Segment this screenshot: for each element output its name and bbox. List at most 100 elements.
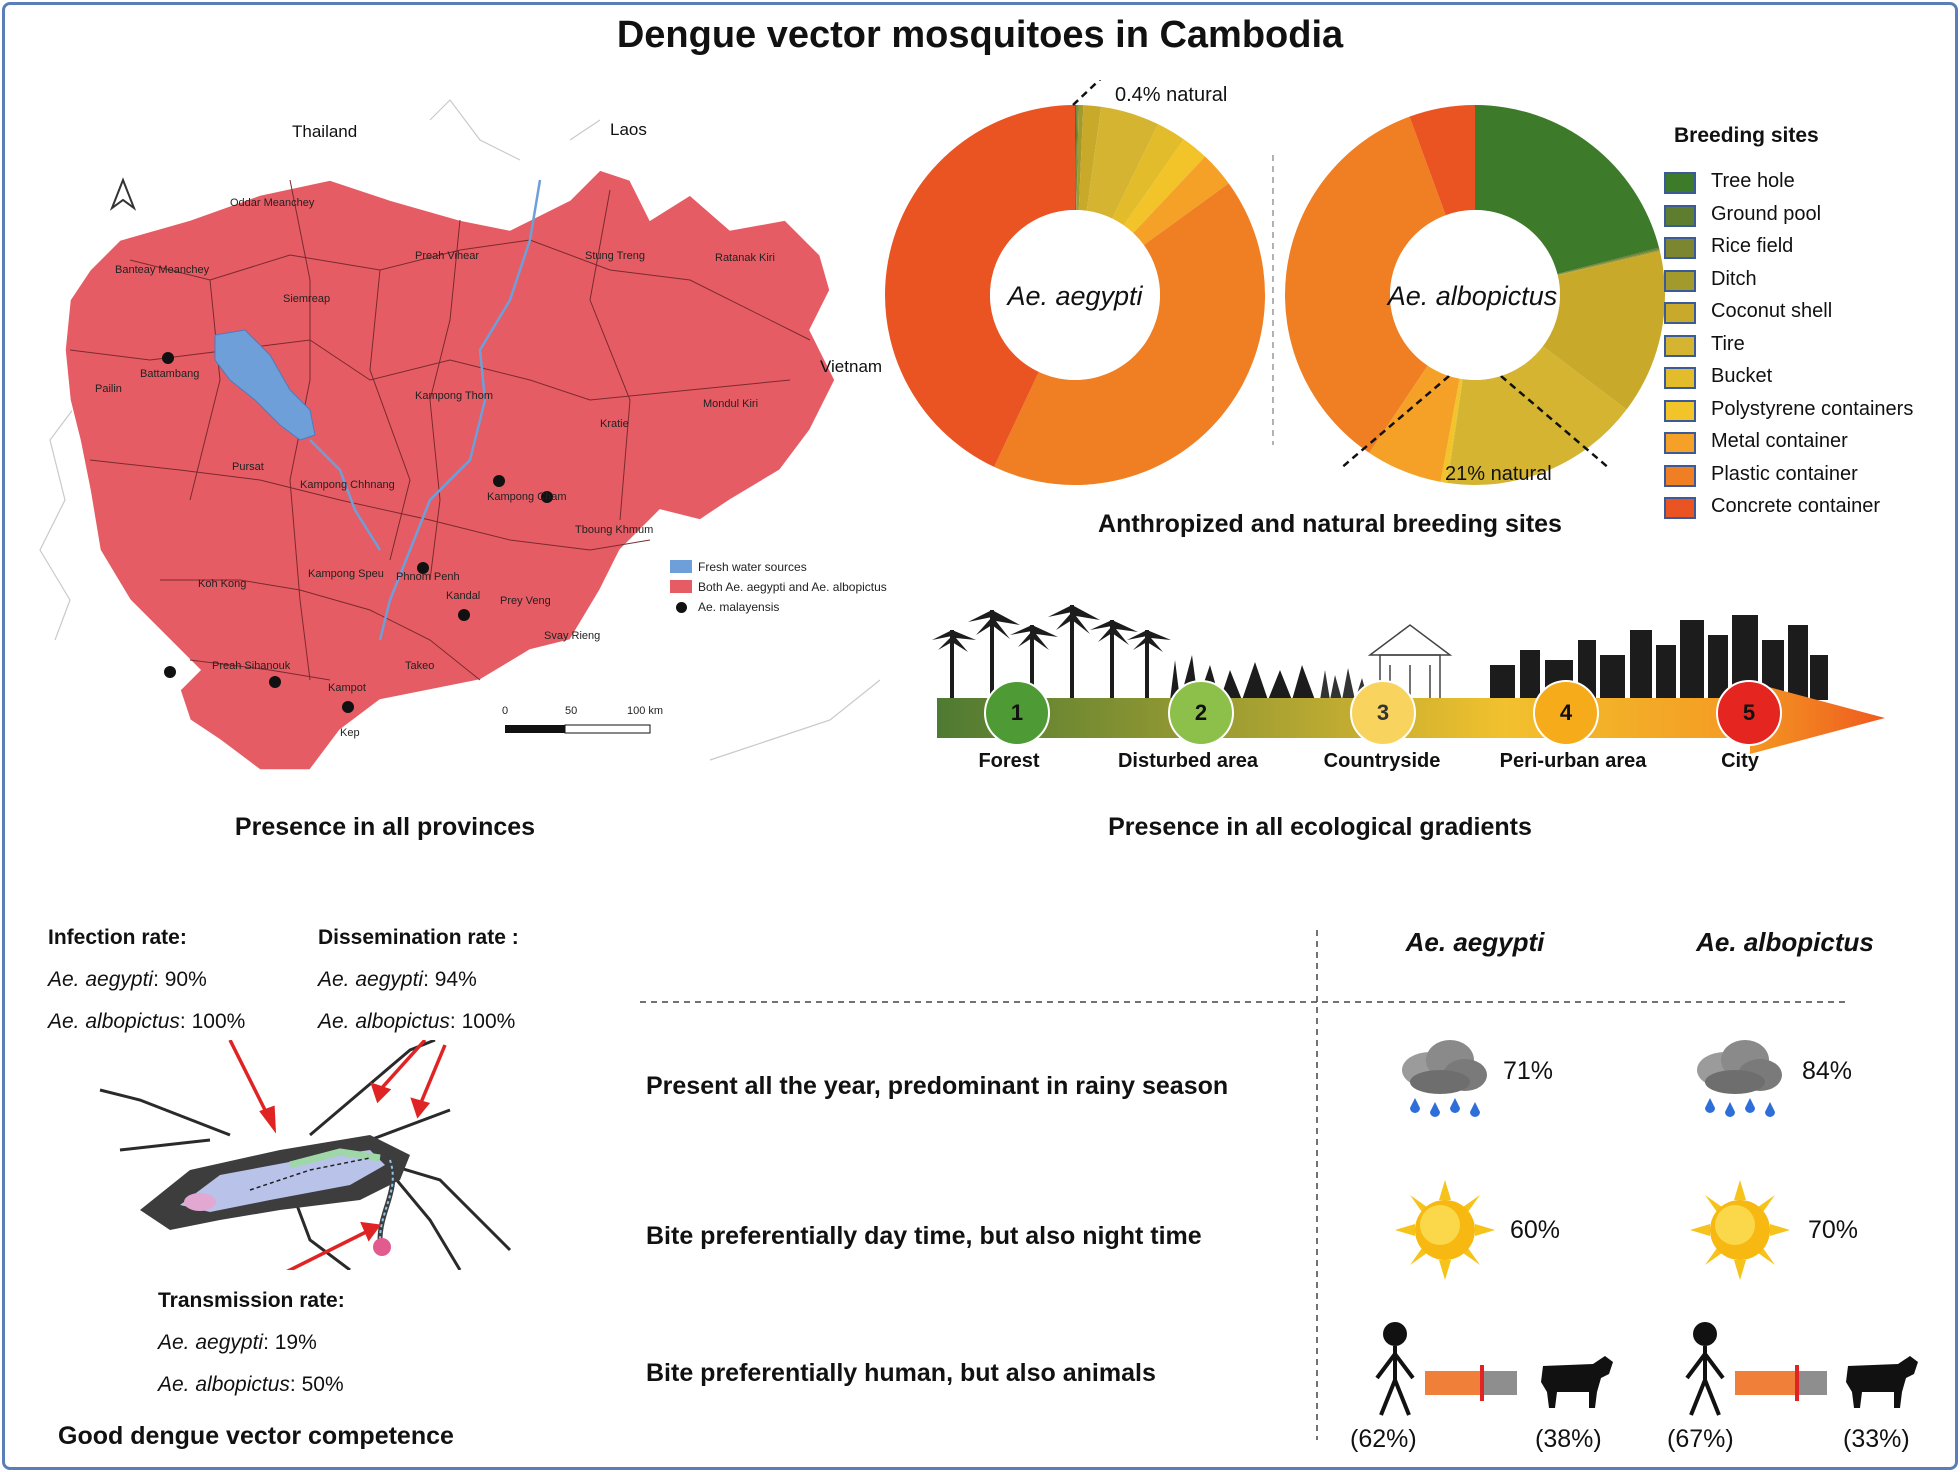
gradient-step-circle: 3 xyxy=(1350,680,1416,746)
donut-slice-concrete-container xyxy=(885,105,1075,467)
host-preference-marker xyxy=(1480,1365,1485,1401)
donut-slice-concrete-container xyxy=(1409,105,1475,216)
breeding-legend-title: Breeding sites xyxy=(1674,124,1819,147)
host-human-albopictus: (67%) xyxy=(1667,1425,1734,1453)
legend-swatch xyxy=(1664,367,1696,389)
legend-swatch xyxy=(1664,497,1696,519)
legend-swatch xyxy=(1664,302,1696,324)
legend-label: Polystyrene containers xyxy=(1711,397,1914,420)
donut-albopictus-label: Ae. albopictus xyxy=(1387,281,1558,311)
legend-label: Ditch xyxy=(1711,267,1757,290)
aegypti-natural-annotation: 0.4% natural xyxy=(1115,84,1228,106)
donut-slice-bucket xyxy=(1112,124,1184,226)
legend-label: Tire xyxy=(1711,332,1745,355)
natural-leader-line xyxy=(1072,80,1102,106)
season-albopictus-value: 84% xyxy=(1802,1057,1853,1085)
legend-label: Metal container xyxy=(1711,430,1848,452)
legend-label: Plastic container xyxy=(1711,462,1858,485)
province-label: Kampot xyxy=(328,682,366,694)
legend-swatch xyxy=(1664,432,1696,454)
infection-rate-title: Infection rate: xyxy=(48,926,187,949)
rain-cloud-icon xyxy=(1402,1040,1487,1117)
legend-label: Coconut shell xyxy=(1711,300,1833,322)
legend-label: Concrete container xyxy=(1711,495,1880,517)
dissemination-rate-title: Dissemination rate : xyxy=(318,926,519,949)
donut-slice-plastic-container xyxy=(1285,116,1446,453)
province-label: Battambang xyxy=(140,368,200,380)
gradient-step-label: Countryside xyxy=(1323,750,1441,772)
infection-rate-albopictus: Ae. albopictus: 100% xyxy=(48,1010,246,1033)
province-label: Ratanak Kiri xyxy=(715,252,775,264)
country-vietnam: Vietnam xyxy=(820,357,883,376)
season-aegypti-value: 71% xyxy=(1503,1057,1554,1085)
donut-slice-tree-hole xyxy=(1475,105,1660,274)
donut-slice-polystyrene-containers xyxy=(1123,139,1206,234)
transmission-rate-albopictus: Ae. albopictus: 50% xyxy=(158,1373,344,1396)
legend-both-label: Both Ae. aegypti and Ae. albopictus xyxy=(698,580,887,594)
legend-water-label: Fresh water sources xyxy=(698,560,807,574)
province-label: Pursat xyxy=(232,461,264,473)
host-preference-bar-aegypti xyxy=(1425,1365,1517,1401)
scale-label-100: 100 km xyxy=(627,705,664,717)
province-label: Kampong Cham xyxy=(487,491,567,503)
province-label: Stung Treng xyxy=(585,250,645,262)
host-preference-bar-human-fill xyxy=(1735,1371,1797,1395)
host-human-aegypti: (62%) xyxy=(1350,1425,1417,1453)
donut-slice-rice-field xyxy=(1076,105,1079,211)
donut-slice-bucket xyxy=(1446,379,1463,484)
province-label: Mondul Kiri xyxy=(703,398,759,410)
legend-dot-icon xyxy=(676,602,687,613)
transmission-rate-aegypti: Ae. aegypti: 19% xyxy=(158,1331,317,1354)
gradient-step-label: Peri-urban area xyxy=(1499,750,1647,772)
donut-slice-plastic-container xyxy=(994,183,1265,485)
province-label: Kampong Thom xyxy=(415,390,494,402)
donut-slice-ditch xyxy=(1076,105,1084,211)
donut-slice-tire xyxy=(1086,106,1159,219)
legend-water-swatch xyxy=(670,560,692,573)
legend-label: Rice field xyxy=(1711,235,1794,257)
column-header-albopictus: Ae. albopictus xyxy=(1696,927,1874,957)
scale-label-0: 0 xyxy=(502,705,509,717)
donut-slice-ground-pool xyxy=(1557,247,1660,275)
sun-icon xyxy=(1690,1180,1790,1280)
donut-slice-metal-container xyxy=(1133,156,1229,246)
row-label-host: Bite preferentially human, but also anim… xyxy=(646,1359,1156,1387)
donut-hole xyxy=(1390,210,1560,380)
country-thailand: Thailand xyxy=(292,122,358,141)
country-laos: Laos xyxy=(610,120,647,139)
province-label: Oddar Meanchey xyxy=(230,197,315,209)
donut-slice-coconut-shell xyxy=(1078,105,1102,211)
legend-swatch xyxy=(1664,399,1696,422)
donut-slice-rice-field xyxy=(1557,248,1660,275)
north-arrow-icon xyxy=(109,177,137,211)
province-label: Kampong Speu xyxy=(308,568,384,580)
mosquito-anatomy-illustration xyxy=(99,1040,512,1270)
breeding-donut-charts xyxy=(885,80,1665,486)
mekong-river xyxy=(309,179,542,641)
row-label-season: Present all the year, predominant in rai… xyxy=(646,1072,1229,1100)
gradient-step-label: Disturbed area xyxy=(1117,750,1259,772)
cow-icon xyxy=(1541,1356,1613,1408)
donut-slice-tire xyxy=(1447,346,1627,486)
scale-label-50: 50 xyxy=(565,705,578,717)
cambodia-land xyxy=(64,169,836,771)
transmission-rate-title: Transmission rate: xyxy=(158,1289,345,1312)
donut-slice-ground-pool xyxy=(1075,105,1078,211)
province-label: Prey Veng xyxy=(500,595,551,607)
province-label: Tboung Khmum xyxy=(575,524,654,536)
legend-label: Ground pool xyxy=(1711,202,1822,225)
legend-both-swatch xyxy=(670,580,692,593)
cow-icon xyxy=(1846,1356,1918,1408)
province-label: Preah Vihear xyxy=(415,250,480,262)
gradient-step-label: City xyxy=(1721,750,1759,772)
province-label: Svay Rieng xyxy=(544,630,601,642)
figure-title: Dengue vector mosquitoes in Cambodia xyxy=(616,14,1344,56)
province-label: Takeo xyxy=(405,660,435,672)
host-animal-albopictus: (33%) xyxy=(1843,1425,1910,1453)
donut-aegypti-label: Ae. aegypti xyxy=(1007,281,1143,311)
donut-slice-coconut-shell xyxy=(1542,251,1665,410)
albopictus-natural-annotation: 21% natural xyxy=(1445,463,1552,485)
province-label: Kandal xyxy=(446,590,481,602)
province-label: Banteay Meanchey xyxy=(115,264,210,276)
